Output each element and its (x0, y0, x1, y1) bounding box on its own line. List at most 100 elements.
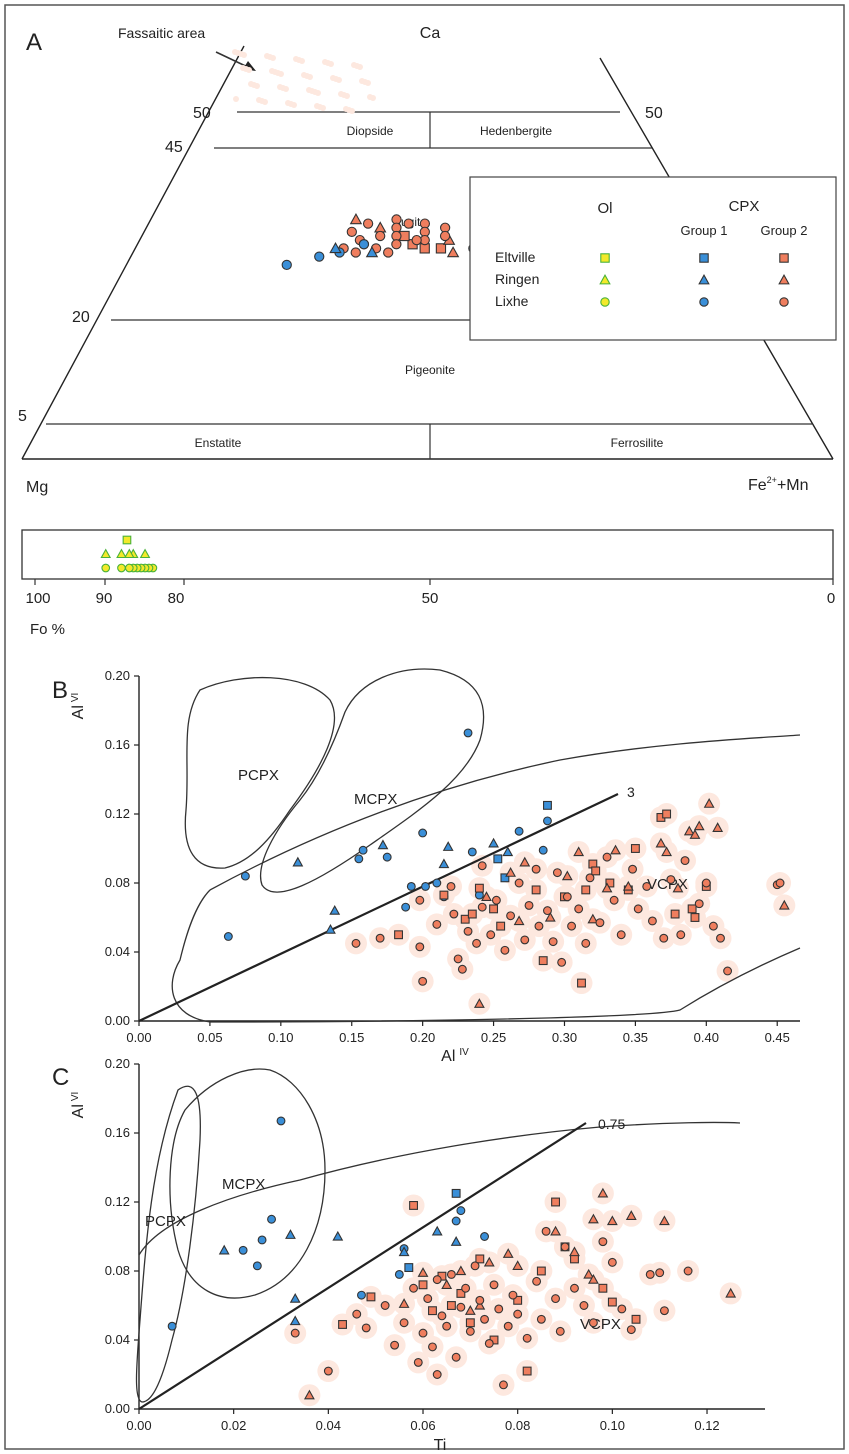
data-point (598, 1237, 608, 1247)
ternary-point (411, 234, 422, 246)
y-tick-label: 0.12 (105, 1194, 130, 1209)
data-point (557, 957, 567, 967)
y-tick-label: 0.04 (105, 1332, 130, 1347)
data-point (659, 1306, 669, 1316)
ternary-point (350, 247, 361, 258)
panel-b-ylabel-sup: VI (70, 693, 81, 702)
data-point (647, 916, 657, 926)
panel-c-points (167, 1116, 737, 1400)
data-point (628, 864, 638, 874)
data-point (573, 846, 585, 857)
fo-label-90: 90 (96, 590, 113, 607)
field-pigeonite: Pigeonite (405, 363, 455, 377)
data-point (607, 1257, 617, 1267)
fo-point (101, 563, 111, 573)
data-point (463, 926, 473, 936)
y-tick-label: 0.08 (105, 1263, 130, 1278)
data-point (506, 911, 516, 921)
data-point (167, 1321, 177, 1331)
data-point (240, 871, 250, 881)
data-point (475, 1295, 485, 1305)
legend-marker-ol (599, 274, 611, 285)
data-point (439, 890, 449, 900)
ternary-point (362, 218, 374, 229)
data-point (581, 938, 591, 948)
data-point (712, 822, 724, 832)
halo-dot (278, 71, 284, 77)
data-point (477, 902, 487, 912)
y-tick-label: 0.08 (105, 875, 130, 890)
fassaitic-area-label: Fassaitic area (118, 25, 205, 41)
panel-b-xlabel-sup: IV (459, 1047, 469, 1058)
field-diopside: Diopside (347, 124, 394, 138)
data-point (481, 891, 492, 901)
data-point (585, 873, 595, 883)
x-tick-label: 0.00 (126, 1030, 151, 1045)
halo-dot (283, 86, 289, 92)
data-point (223, 932, 233, 941)
x-tick-label: 0.00 (126, 1418, 151, 1433)
y-tick-label: 0.12 (105, 806, 130, 821)
ternary-point (375, 230, 386, 242)
data-point (531, 864, 541, 874)
apex-mg: Mg (26, 479, 48, 496)
data-point (457, 964, 467, 974)
x-tick-label: 0.06 (410, 1418, 435, 1433)
fo-point (122, 535, 132, 545)
fo-point (117, 563, 126, 573)
data-point (332, 1230, 344, 1241)
ternary-point (439, 230, 451, 242)
data-point (588, 1318, 598, 1328)
data-point (551, 1294, 561, 1304)
data-point (625, 1210, 637, 1220)
data-point (534, 921, 544, 931)
panel-c-ticks: 0.00 0.02 0.04 0.06 0.08 0.10 0.12 0.00 0.04 0.08… (105, 1056, 720, 1433)
data-point (352, 1309, 362, 1319)
data-point (609, 895, 619, 905)
x-tick-label: 0.25 (481, 1030, 506, 1045)
data-point (475, 1254, 485, 1264)
panel-b-points (223, 728, 790, 1008)
ternary-point (446, 246, 460, 258)
data-point (496, 921, 506, 931)
panel-c-label-vcpx: VCPX (580, 1316, 621, 1333)
data-point (218, 1244, 230, 1255)
data-point (606, 1215, 618, 1226)
data-point (655, 837, 667, 848)
data-point (417, 1267, 429, 1277)
data-point (489, 904, 499, 914)
data-point (415, 942, 425, 952)
data-point (505, 867, 517, 877)
figure-frame (4, 4, 845, 1450)
data-point (418, 828, 428, 838)
ternary-point (281, 259, 292, 271)
x-tick-label: 0.02 (221, 1418, 246, 1433)
halo-dot (320, 105, 326, 111)
data-point (500, 945, 510, 955)
halo-dot (365, 80, 371, 86)
data-point (579, 1301, 589, 1310)
data-point (375, 933, 385, 943)
data-point (450, 1236, 462, 1246)
data-point (605, 878, 615, 888)
legend-marker-group2 (779, 297, 789, 307)
data-point (464, 1305, 476, 1315)
data-point (602, 852, 612, 862)
panel-c-ylabel: Al VI (70, 1092, 87, 1119)
legend-marker-group2 (778, 274, 790, 285)
field-ferrosilite: Ferrosilite (611, 436, 664, 450)
data-point (583, 1268, 595, 1279)
data-point (577, 978, 586, 988)
data-point (486, 930, 496, 940)
data-point (431, 1225, 443, 1236)
halo-dot (299, 58, 305, 64)
data-point (587, 1213, 599, 1224)
data-point (446, 1301, 456, 1310)
x-tick-label: 0.08 (505, 1418, 530, 1433)
halo-dot (291, 102, 297, 108)
data-point (513, 1309, 523, 1319)
data-point (569, 1246, 580, 1257)
data-point (500, 873, 510, 883)
panel-c-vcpx-field (138, 1121, 741, 1256)
data-point (446, 881, 456, 891)
